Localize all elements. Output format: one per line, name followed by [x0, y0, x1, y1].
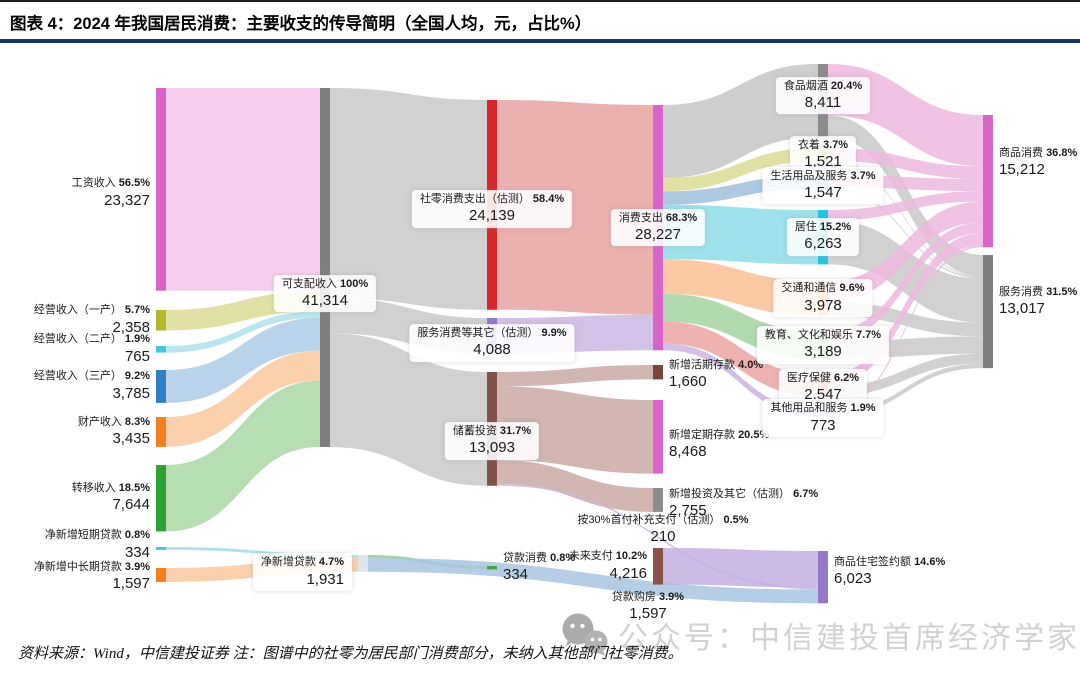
flow-disposable-to-retail [330, 88, 487, 310]
node-disposable-income [320, 88, 330, 447]
flow-netloan-to-home-sales-loan-purchase [368, 557, 818, 604]
node-education-culture-entertainment [818, 331, 828, 359]
chart-title: 图表 4：2024 年我国居民消费：主要收支的传导简明（全国人均，元，占比%） [10, 15, 592, 33]
node-services-consumption [983, 255, 993, 369]
node-savings-investment [487, 372, 497, 486]
node-loan-consumption [487, 566, 497, 570]
node-new-investment-other [653, 488, 663, 512]
flow-mlt-loan-to-netloan [166, 557, 358, 582]
flow-future-payments-to-home-sales [663, 548, 818, 588]
node-food-tobacco-alcohol [818, 64, 828, 138]
node-daily-goods-services [818, 175, 828, 189]
node-home-sales-value [818, 551, 828, 604]
node-business-income-secondary [156, 346, 166, 353]
node-property-income [156, 417, 166, 447]
flow-other-to-goods [828, 245, 983, 413]
node-business-income-primary [156, 310, 166, 331]
flow-consumption-to-clothing [663, 148, 818, 192]
flow-residence-to-goods [828, 191, 983, 221]
title-divider-rule [0, 39, 1080, 43]
flow-consumption-to-other-goods [663, 343, 818, 417]
flow-property-to-disposable [166, 350, 320, 447]
node-transport-communication [818, 281, 828, 316]
node-other-goods-services [818, 410, 828, 417]
node-net-new-medium-long-term-loans [156, 568, 166, 582]
node-residence [818, 210, 828, 265]
flow-secondary-to-disposable [166, 311, 320, 353]
flow-savings-to-downpayment-supplement [497, 483, 818, 590]
node-wage-income [156, 88, 166, 291]
flow-savings-to-investment-other [497, 460, 653, 512]
flow-education-to-goods [828, 222, 983, 342]
node-consumption-expenditure [653, 105, 663, 351]
node-transfer-income [156, 465, 166, 532]
flow-wage-to-disposable [166, 88, 320, 291]
flow-savings-to-time-deposits [497, 386, 653, 474]
flow-daily-to-services [828, 187, 983, 279]
node-future-payments [653, 548, 663, 585]
node-goods-consumption [983, 115, 993, 248]
flow-savings-to-demand-deposits [497, 365, 653, 387]
flow-clothing-to-services [828, 160, 983, 278]
node-clothing [818, 148, 828, 162]
flow-residence-to-services [828, 220, 983, 323]
flow-transfer-to-disposable [166, 380, 320, 532]
flow-medical-to-goods [828, 232, 983, 387]
flow-other-to-services [828, 363, 983, 417]
node-net-new-loans [358, 555, 368, 572]
flow-retail-to-consumption [497, 100, 653, 315]
source-note: 资料来源：Wind，中信建投证券 注：图谱中的社零为居民部门消费部分，未纳入其他… [18, 646, 683, 662]
node-business-income-tertiary [156, 370, 166, 403]
flow-clothing-to-goods [828, 148, 983, 179]
flow-disposable-to-savings [330, 333, 487, 486]
node-new-time-deposits [653, 400, 663, 474]
watermark-text: 公众号：中信建投首席经济学家 [618, 622, 1080, 655]
flow-food-to-services [828, 115, 983, 277]
flow-consumption-to-residence [663, 204, 818, 265]
node-retail-consumption-spending [487, 100, 497, 310]
flow-transport-to-goods [828, 201, 983, 302]
node-net-new-short-term-loans [156, 547, 166, 550]
wechat-icon [562, 613, 608, 656]
top-border-line [0, 0, 1080, 2]
node-new-demand-deposits [653, 365, 663, 380]
flow-tertiary-to-disposable [166, 317, 320, 403]
node-service-consumption-other [487, 318, 497, 354]
watermark: 公众号：中信建投首席经济学家 [560, 612, 1080, 658]
flow-short-loan-to-netloan [166, 547, 358, 558]
node-medical-care [818, 374, 828, 397]
flow-service-other-to-consumption [497, 314, 653, 354]
